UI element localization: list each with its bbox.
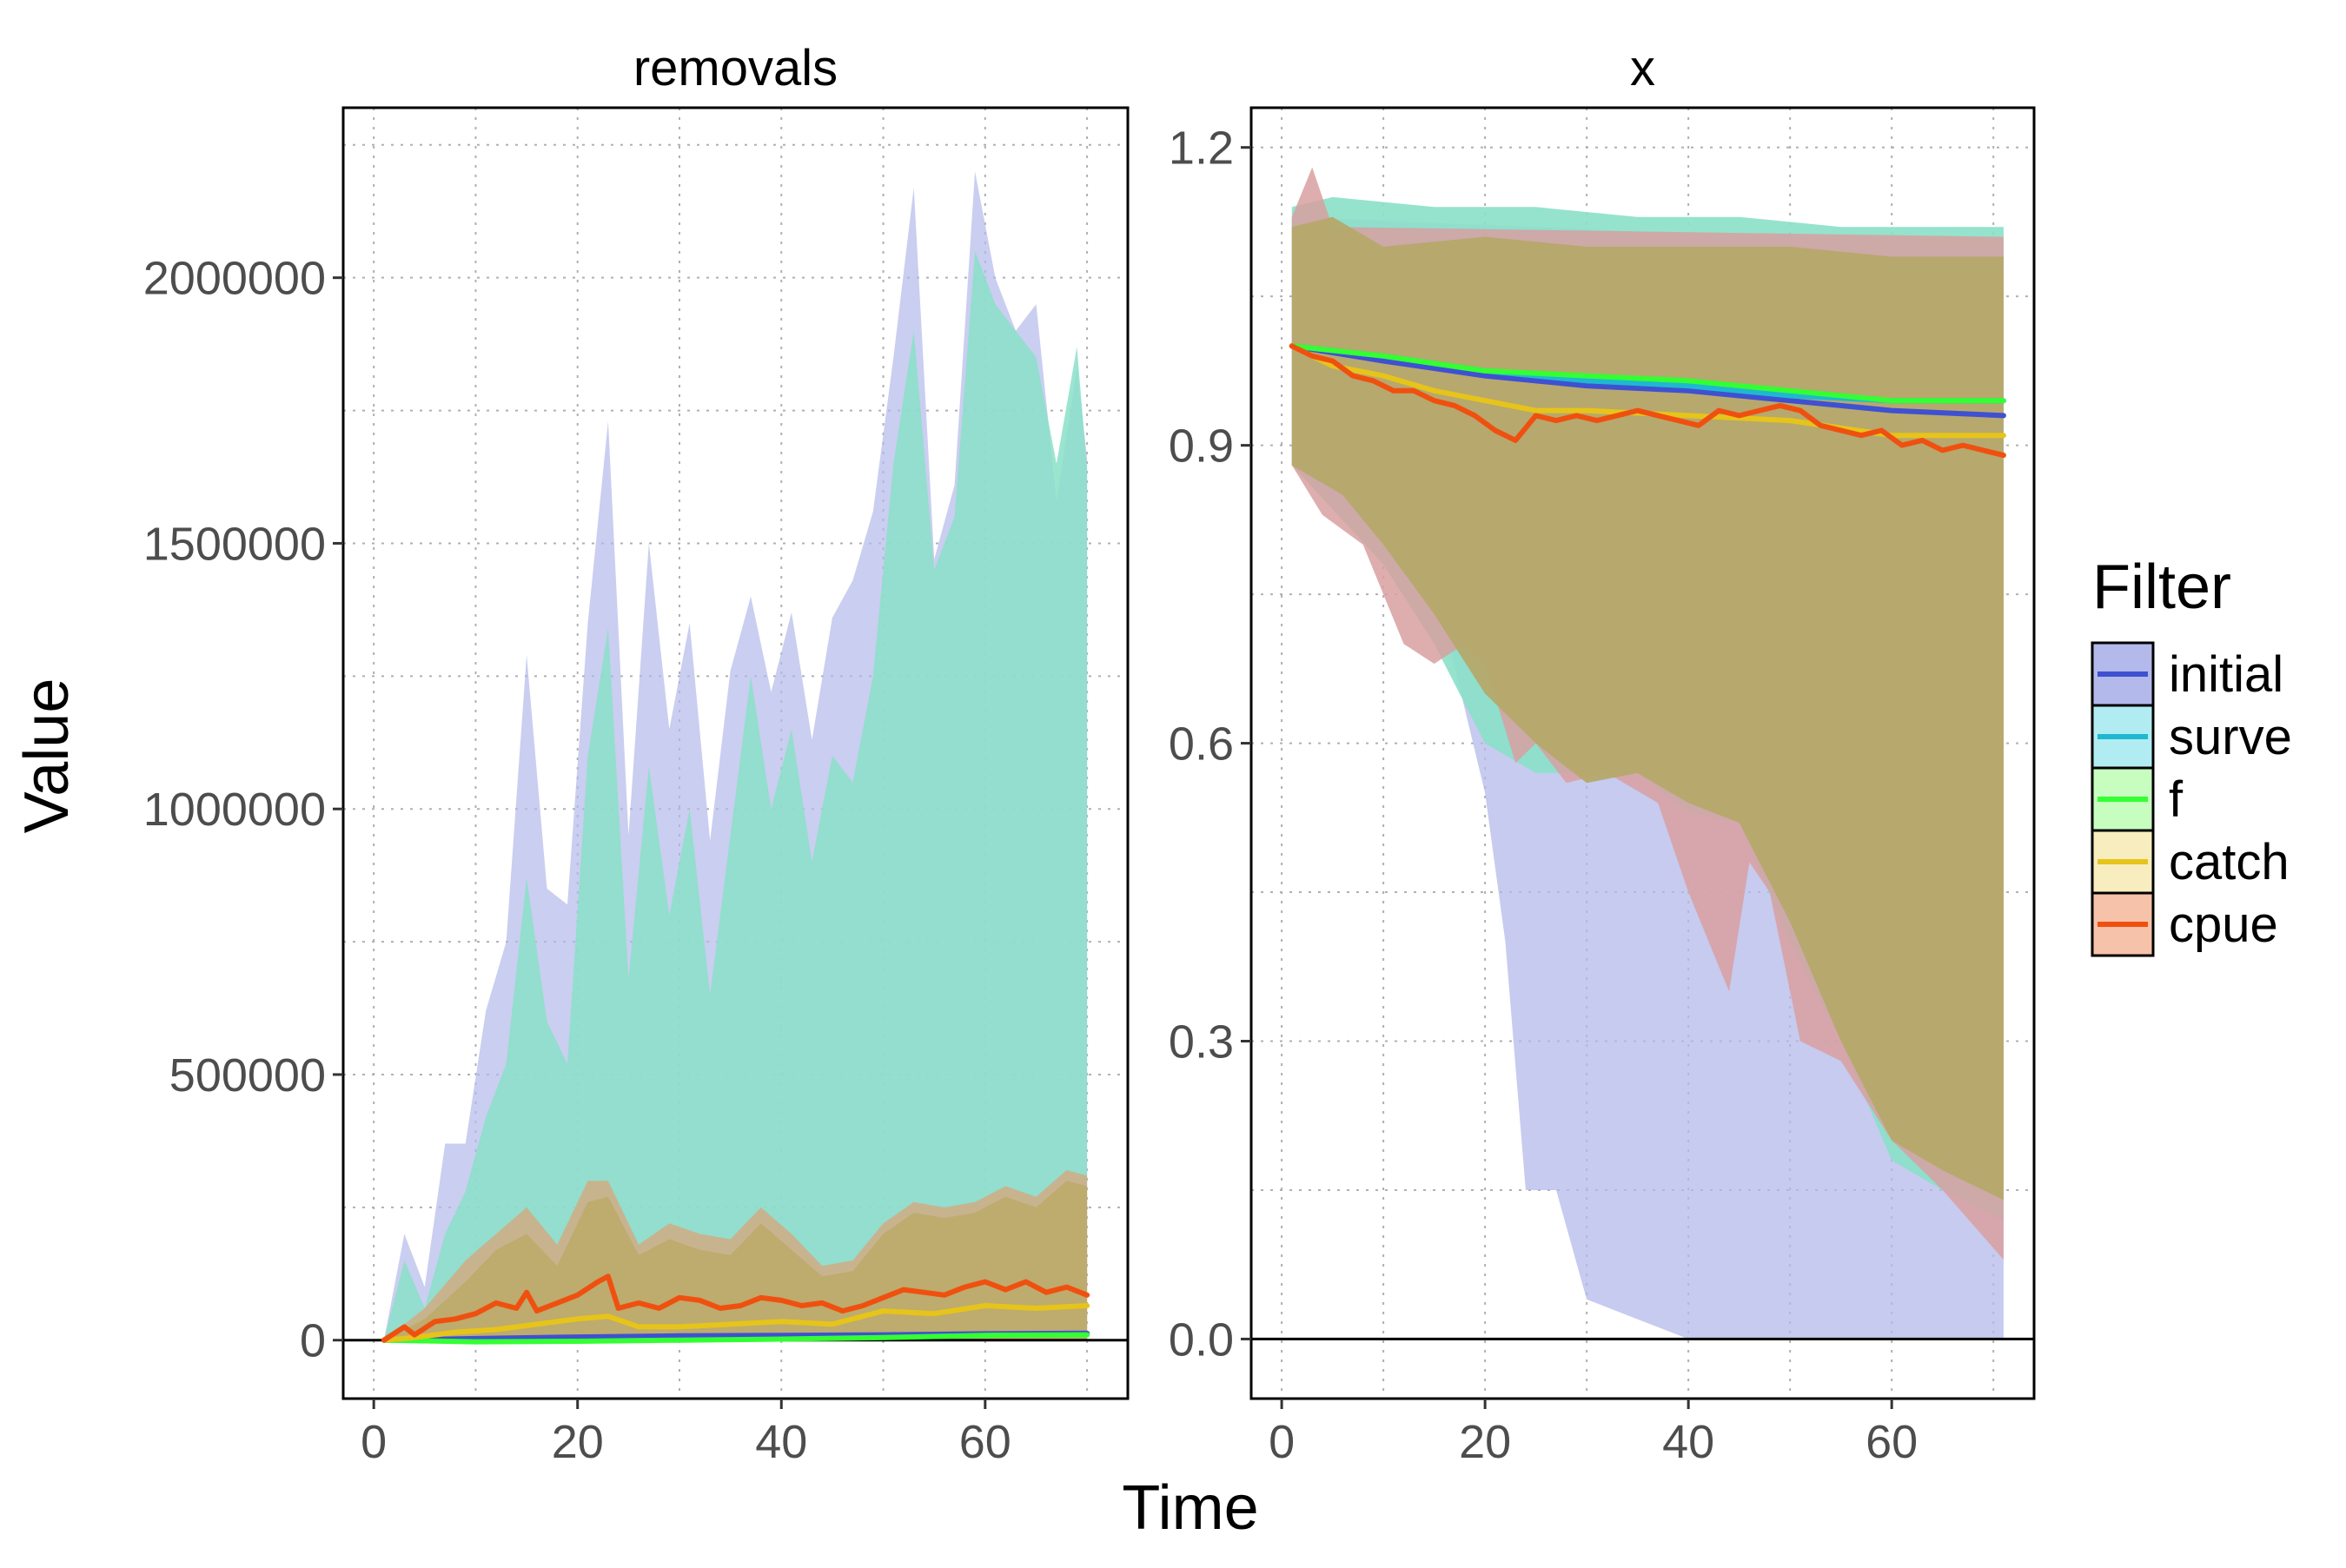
panel-title: x xyxy=(1630,40,1655,96)
band-catch xyxy=(1291,216,2004,1201)
panel-removals: removals 0 20 40 60 0 500000 1000000 1500000 2000… xyxy=(143,40,1130,1468)
panel-title: removals xyxy=(633,40,838,96)
y-tick-label: 0.3 xyxy=(1169,1016,1234,1068)
y-tick-label: 0.6 xyxy=(1169,718,1234,771)
y-tick-label: 1.2 xyxy=(1169,122,1234,175)
panel-lines xyxy=(381,1274,1090,1345)
panel-bands xyxy=(1291,167,2004,1340)
panel-x: x 0 20 40 60 0.0 0.3 0.6 0.9 1.2 xyxy=(1169,40,2036,1468)
y-tick-label: 2000000 xyxy=(143,253,326,305)
series-line-cpue xyxy=(381,1274,1090,1343)
legend-item-cpue: cpue xyxy=(2091,891,2278,957)
y-tick-label: 1000000 xyxy=(143,784,326,836)
y-axis-title: Value xyxy=(12,678,82,834)
x-tick-label: 60 xyxy=(959,1416,1011,1468)
x-tick-label: 40 xyxy=(755,1416,807,1468)
legend-item-catch: catch xyxy=(2091,829,2290,895)
x-tick-label: 40 xyxy=(1662,1416,1714,1468)
series-line-f xyxy=(1289,343,2006,404)
y-tick-label: 0.9 xyxy=(1169,420,1234,473)
series-line-f xyxy=(381,1332,1090,1345)
legend-item-surve: surve xyxy=(2091,704,2292,770)
legend-label: catch xyxy=(2169,834,2290,890)
x-tick-label: 60 xyxy=(1866,1416,1918,1468)
series-line-catch xyxy=(381,1303,1090,1343)
panel-border xyxy=(1249,106,2036,1400)
legend-title: Filter xyxy=(2092,552,2231,622)
panel-lines xyxy=(1289,343,2006,459)
x-tick-label: 20 xyxy=(552,1416,604,1468)
x-axis-title: Time xyxy=(1122,1473,1258,1543)
x-tick-label: 0 xyxy=(1269,1416,1295,1468)
y-tick-label: 1500000 xyxy=(143,518,326,570)
y-tick-label: 0 xyxy=(300,1315,326,1367)
legend-label: initial xyxy=(2169,646,2283,703)
panel-border xyxy=(341,106,1130,1400)
series-line-initial xyxy=(1289,343,2006,419)
legend-item-initial: initial xyxy=(2091,641,2283,707)
series-line-cpue xyxy=(1289,343,2006,459)
legend: Filter initial surve f catch cpue xyxy=(2091,552,2292,957)
x-tick-label: 20 xyxy=(1459,1416,1511,1468)
y-tick-label: 0.0 xyxy=(1169,1313,1234,1366)
band-surve xyxy=(383,251,1088,1340)
legend-item-f: f xyxy=(2091,766,2184,832)
legend-label: f xyxy=(2169,771,2184,828)
legend-label: cpue xyxy=(2169,896,2278,953)
y-tick-label: 500000 xyxy=(169,1049,326,1102)
legend-label: surve xyxy=(2169,709,2292,765)
x-tick-label: 0 xyxy=(361,1416,387,1468)
